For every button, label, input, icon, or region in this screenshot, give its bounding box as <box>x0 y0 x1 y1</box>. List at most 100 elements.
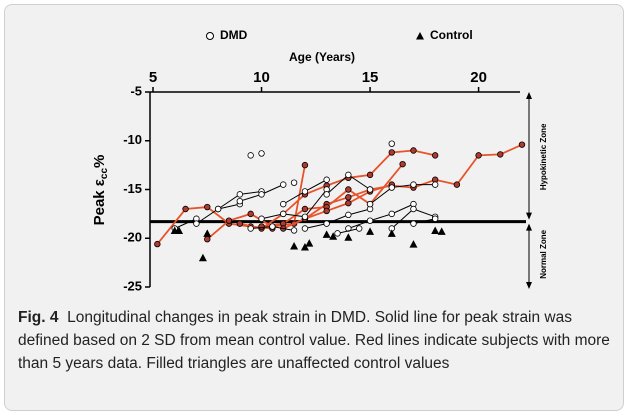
control-point <box>387 229 396 237</box>
legend-marker <box>206 32 214 40</box>
subject-point <box>453 181 461 188</box>
subject-point <box>154 240 161 248</box>
subject-line <box>348 203 414 229</box>
zone-label: Normal Zone <box>539 229 548 278</box>
subject-point <box>345 171 352 179</box>
subject-point <box>345 194 352 201</box>
subject-point <box>301 161 309 169</box>
subject-line <box>261 189 328 220</box>
control-point <box>198 253 207 262</box>
zone-arrowhead <box>526 212 532 220</box>
subject-point <box>410 205 417 213</box>
subject-point <box>247 225 254 232</box>
y-tick-label: -20 <box>123 230 142 245</box>
subject-point <box>301 205 309 213</box>
subject-point <box>388 210 395 218</box>
zone-arrowhead <box>526 223 532 231</box>
subject-point <box>204 203 211 211</box>
subject-point <box>236 197 244 205</box>
subject-point <box>225 217 233 224</box>
subject-point <box>334 230 341 237</box>
caption-label: Fig. 4 <box>18 309 59 326</box>
subject-point <box>280 181 287 188</box>
subject-point <box>301 213 309 220</box>
control-point <box>305 239 314 247</box>
subject-point <box>388 140 395 147</box>
subject-point <box>236 191 244 198</box>
subject-point <box>399 160 406 168</box>
subject-point <box>182 205 189 213</box>
subject-line <box>174 218 197 229</box>
subject-point <box>280 200 287 208</box>
subject-point <box>290 227 298 234</box>
y-tick-label: -25 <box>123 278 142 293</box>
control-point <box>329 232 338 240</box>
control-point <box>437 227 446 235</box>
subject-point <box>388 149 395 156</box>
subject-point <box>410 220 417 227</box>
subject-point <box>258 223 265 230</box>
subject-point <box>193 220 200 227</box>
subject-point <box>410 181 417 188</box>
subject-point <box>431 215 439 222</box>
x-axis-label: Age (Years) <box>289 50 355 64</box>
subject-point <box>214 205 222 213</box>
subject-point <box>366 186 374 193</box>
subject-point <box>345 199 352 207</box>
subject-point <box>497 151 504 158</box>
subject-point <box>366 217 374 224</box>
y-tick-label: -10 <box>123 132 142 147</box>
subject-point <box>258 191 265 198</box>
subject-point <box>388 184 395 191</box>
subject-point <box>301 188 309 195</box>
legend-marker <box>416 32 424 40</box>
caption: Fig. 4 Longitudinal changes in peak stra… <box>18 306 614 375</box>
subject-point <box>323 176 330 183</box>
subject-point <box>258 215 265 222</box>
control-point <box>175 226 184 234</box>
control-point <box>344 233 353 241</box>
y-axis-label: Peak εcc% <box>91 155 110 226</box>
y-label-sub: cc <box>99 168 110 180</box>
subject-point <box>431 181 439 188</box>
x-tick-label: 5 <box>149 69 157 86</box>
subject-line <box>239 149 436 230</box>
subject-line <box>413 218 436 225</box>
y-tick-label: -15 <box>123 181 142 196</box>
chart: Peak εcc% 5 10 15 20 -5 -10 -15 -20 -25 Age (Year… <box>91 28 548 293</box>
y-label-suffix: % <box>91 155 108 168</box>
legend-label: DMD <box>220 28 248 42</box>
subject-point <box>475 152 482 159</box>
zone-arrowhead <box>526 282 532 289</box>
control-point <box>322 230 331 238</box>
subject-line <box>304 208 371 229</box>
caption-text: Longitudinal changes in peak strain in D… <box>18 309 610 372</box>
subject-point <box>247 210 254 218</box>
subject-point <box>323 207 330 215</box>
subject-point <box>323 220 330 227</box>
control-point <box>300 243 309 251</box>
subject-point <box>431 152 439 159</box>
subject-point <box>258 150 265 157</box>
x-tick-label: 10 <box>253 69 270 86</box>
subject-point <box>290 179 298 186</box>
control-point <box>409 240 418 248</box>
subject-line <box>369 184 436 205</box>
subject-point <box>323 191 330 198</box>
x-tick-label: 20 <box>470 69 487 86</box>
control-point <box>431 226 440 234</box>
control-point <box>203 229 212 237</box>
control-point <box>366 227 375 235</box>
legend-label: Control <box>430 28 473 42</box>
subject-point <box>301 225 309 232</box>
subject-point <box>280 210 287 218</box>
y-label-main: Peak ε <box>91 179 108 225</box>
subject-point <box>247 152 254 159</box>
subject-point <box>236 220 244 227</box>
subject-point <box>345 186 352 193</box>
subject-point <box>366 171 374 179</box>
subject-point <box>345 211 352 219</box>
subject-point <box>410 147 417 154</box>
subject-point <box>269 223 276 230</box>
subject-line <box>337 228 360 234</box>
